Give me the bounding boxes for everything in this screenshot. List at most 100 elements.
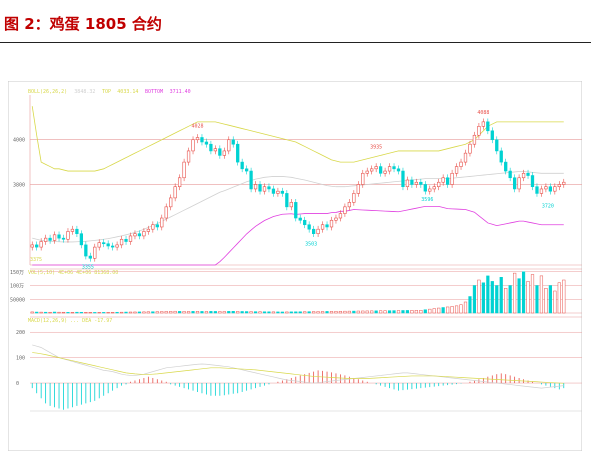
volume-bar	[481, 282, 485, 314]
candle	[539, 188, 544, 194]
volume-bar	[173, 310, 177, 314]
candle	[370, 168, 374, 172]
volume-bar	[338, 310, 343, 314]
candle	[191, 139, 195, 152]
volume-tick-label: 100万	[10, 284, 24, 290]
volume-bar	[79, 311, 83, 314]
volume-bar	[88, 312, 92, 314]
candle	[244, 168, 249, 172]
candle	[57, 234, 61, 239]
candle	[463, 152, 468, 163]
volume-bar	[137, 311, 142, 314]
candle	[267, 186, 271, 190]
volume-bar	[517, 278, 521, 314]
candle	[378, 166, 383, 174]
volume-bar	[379, 310, 383, 314]
volume-bar	[392, 310, 396, 314]
candle	[521, 172, 526, 179]
macd-tick-label: 100	[16, 356, 25, 362]
macd-tick-label: 0	[16, 381, 19, 387]
candle	[88, 255, 92, 259]
volume-bar	[160, 311, 164, 314]
volume-legend: VOL(5,10) 4E+06 4E+06 81368.00	[28, 270, 118, 276]
candle	[289, 202, 293, 208]
volume-bar	[245, 311, 249, 314]
annotation-low: 3355	[82, 264, 94, 270]
candle	[468, 143, 472, 154]
annotation-low: 3720	[542, 203, 554, 209]
volume-bar	[227, 311, 231, 314]
candle	[530, 175, 535, 188]
candle	[236, 143, 240, 163]
candle	[30, 244, 34, 248]
volume-bar	[490, 281, 494, 314]
candle	[227, 139, 231, 152]
price-panel: BOLL(26,26,2) 3848.32 TOP 4033.14 BOTTOM 3711…	[13, 89, 582, 270]
volume-bar	[365, 310, 369, 314]
volume-bar	[52, 311, 57, 314]
candle	[512, 177, 517, 190]
candle	[419, 181, 423, 185]
candle	[557, 184, 561, 188]
volume-bar	[539, 275, 544, 314]
candle	[387, 166, 392, 172]
volume-bar	[361, 310, 365, 314]
volume-bar	[557, 282, 561, 314]
volume-bar	[410, 310, 414, 314]
volume-bar	[316, 311, 320, 314]
candle	[526, 172, 530, 176]
candle	[504, 161, 508, 172]
volume-bar	[124, 311, 128, 314]
volume-bar	[312, 311, 316, 314]
volume-bar	[459, 304, 463, 314]
volume-bar	[548, 285, 552, 314]
volume-bar	[320, 311, 325, 314]
volume-bar	[182, 311, 186, 314]
candle	[177, 177, 182, 188]
y-tick-label: 4000	[13, 138, 25, 144]
candle	[508, 170, 512, 179]
candle	[486, 121, 490, 132]
candle	[84, 244, 88, 257]
candle	[124, 238, 128, 242]
volume-bar	[405, 310, 410, 314]
candle	[423, 184, 427, 192]
volume-bar	[513, 272, 517, 314]
candle	[298, 217, 302, 221]
macd-panel: MACD(12,26,9) ... DEA -17.97 0 100 200	[16, 316, 582, 412]
volume-bar	[258, 311, 262, 314]
legend-item: 3848.32	[74, 89, 95, 95]
volume-bar	[155, 311, 159, 314]
volume-bar	[262, 311, 267, 314]
candle	[169, 197, 173, 208]
annotation-high: 4028	[192, 123, 204, 129]
candle	[334, 217, 338, 221]
candle	[204, 141, 209, 145]
candle	[119, 238, 124, 246]
candle	[535, 186, 539, 194]
candle	[401, 170, 405, 188]
volume-bar	[495, 285, 499, 314]
macd-dea-line	[32, 352, 564, 384]
candle	[66, 231, 70, 240]
candle	[173, 186, 177, 199]
candle	[155, 224, 159, 228]
volume-bar	[553, 290, 557, 314]
volume-bar	[195, 311, 200, 314]
volume-bar	[111, 312, 115, 314]
volume-bar	[441, 307, 445, 314]
candle	[231, 139, 235, 145]
candle	[361, 172, 365, 185]
volume-bar	[535, 285, 539, 314]
candle	[410, 179, 414, 185]
volume-bar	[231, 311, 235, 314]
volume-bar	[133, 311, 137, 314]
candle	[43, 237, 48, 242]
volume-bar	[508, 285, 512, 314]
volume-bar	[423, 309, 427, 314]
volume-bar	[39, 311, 43, 314]
volume-bar	[280, 311, 284, 314]
volume-bar	[146, 311, 150, 314]
volume-bar	[209, 311, 213, 314]
candle	[392, 166, 396, 170]
